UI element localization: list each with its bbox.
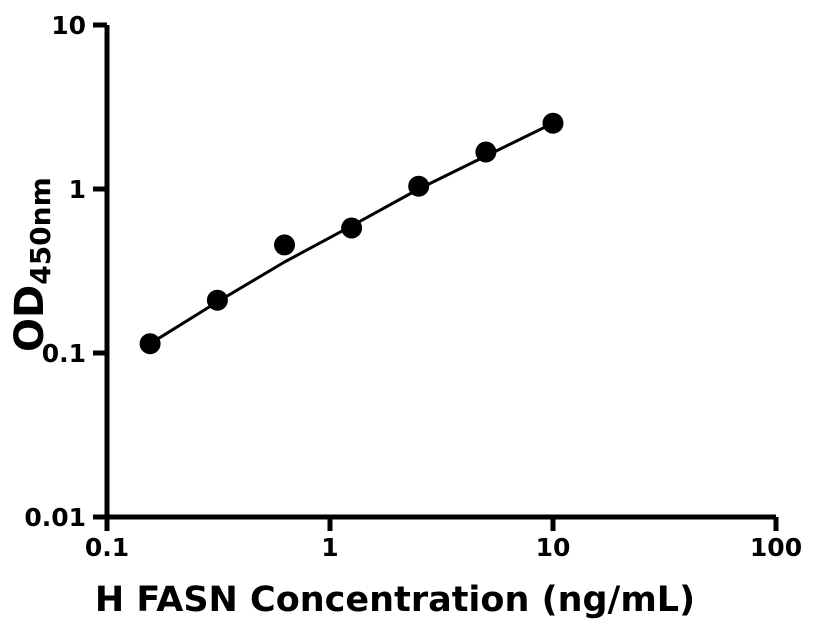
x-tick-label: 0.1 [85,533,129,562]
y-tick-label: 1 [69,175,86,204]
data-point [139,333,161,355]
y-tick-label: 0.1 [42,339,86,368]
data-point [408,175,430,197]
y-tick-label: 10 [51,11,86,40]
data-point [475,141,497,163]
data-point [206,289,228,311]
y-tick-label: 0.01 [24,503,86,532]
data-point [274,234,295,256]
y-axis-title-main: OD [7,284,53,352]
x-tick-label: 10 [536,533,571,562]
x-tick-label: 100 [750,533,802,562]
data-point [341,217,363,239]
axis-spines [104,25,776,520]
y-axis-title-subscript: 450nm [24,177,57,285]
x-axis-title: H FASN Concentration (ng/mL) [94,580,696,620]
data-point [542,112,564,134]
y-axis-title: OD450nm [7,177,57,352]
x-tick-label: 1 [321,533,338,562]
